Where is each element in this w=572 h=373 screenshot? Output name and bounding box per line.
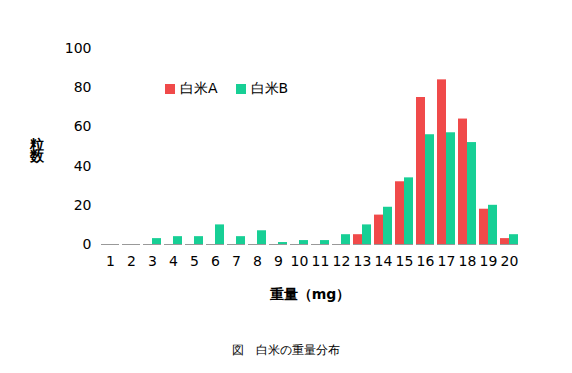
svg-text:14: 14 (375, 253, 393, 269)
svg-text:40: 40 (74, 158, 92, 174)
svg-text:0: 0 (83, 236, 92, 252)
html-text:重量（mg）: 重量（mg） (269, 286, 351, 302)
svg-text:20: 20 (74, 197, 92, 213)
svg-text:13: 13 (354, 253, 372, 269)
svg-text:12: 12 (333, 253, 351, 269)
html-text:粒数: 粒数 (29, 126, 45, 150)
svg-text:10: 10 (291, 253, 309, 269)
svg-text:16: 16 (417, 253, 435, 269)
svg-text:19: 19 (480, 253, 498, 269)
html-text:白米B: 白米B (250, 80, 289, 96)
svg-text:80: 80 (74, 79, 92, 95)
svg-text:20: 20 (501, 253, 519, 269)
svg-text:5: 5 (190, 253, 199, 269)
svg-text:4: 4 (169, 253, 178, 269)
svg-text:6: 6 (211, 253, 220, 269)
svg-text:2: 2 (127, 253, 136, 269)
html-text:図 白米の重量分布: 図 白米の重量分布 (232, 343, 340, 357)
svg-text:60: 60 (74, 118, 92, 134)
svg-text:18: 18 (459, 253, 477, 269)
svg-text:15: 15 (396, 253, 414, 269)
svg-text:1: 1 (106, 253, 115, 269)
svg-text:100: 100 (65, 40, 92, 56)
svg-text:9: 9 (274, 253, 283, 269)
svg-text:7: 7 (232, 253, 241, 269)
svg-text:17: 17 (438, 253, 456, 269)
svg-text:8: 8 (253, 253, 262, 269)
html-text:白米A: 白米A (180, 80, 218, 96)
svg-text:3: 3 (148, 253, 157, 269)
svg-text:11: 11 (312, 253, 330, 269)
